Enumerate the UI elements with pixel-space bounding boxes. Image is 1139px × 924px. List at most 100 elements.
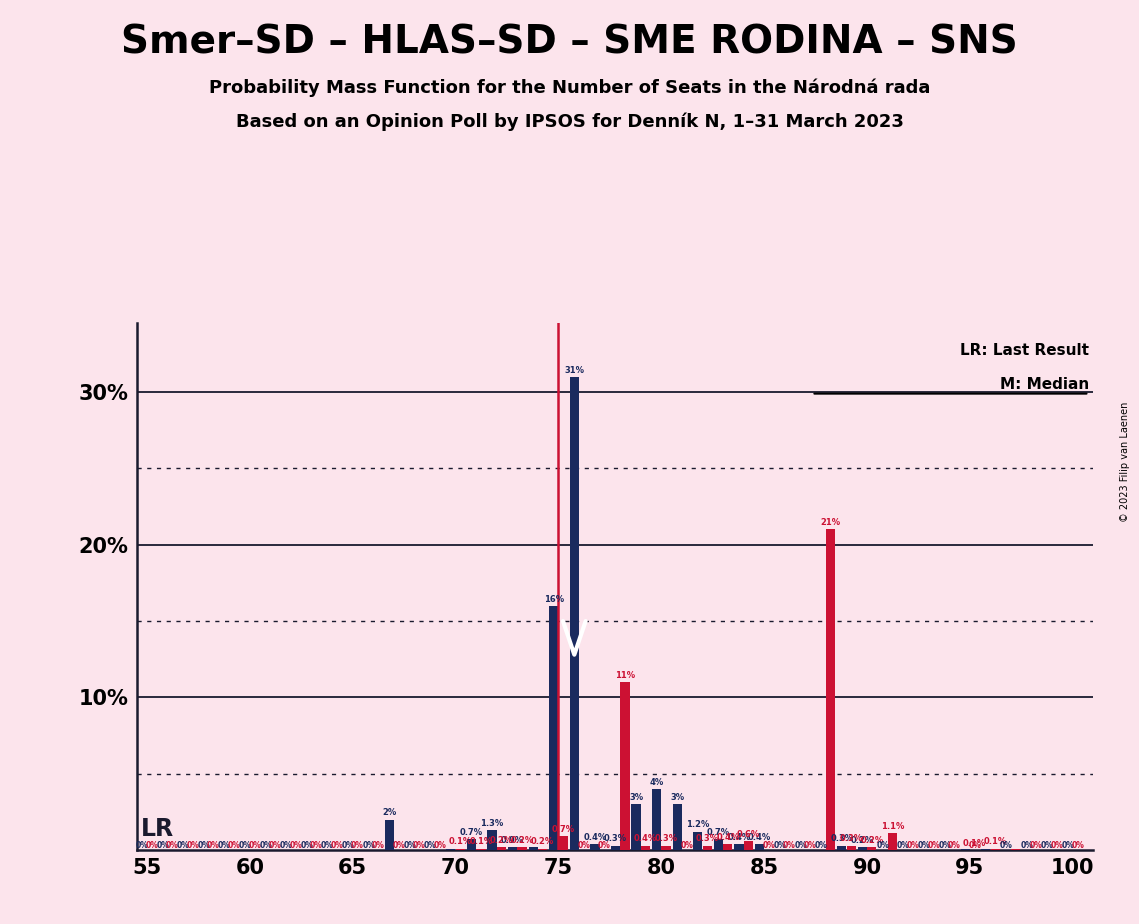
Text: 3%: 3% bbox=[670, 793, 685, 802]
Text: 0.3%: 0.3% bbox=[839, 834, 863, 844]
Text: 0%: 0% bbox=[321, 841, 334, 850]
Text: 0%: 0% bbox=[877, 841, 890, 850]
Text: 0%: 0% bbox=[207, 841, 220, 850]
Text: 0%: 0% bbox=[280, 841, 293, 850]
Text: 0%: 0% bbox=[1062, 841, 1074, 850]
Bar bbox=[549, 606, 558, 850]
Bar bbox=[487, 831, 497, 850]
Text: 0.2%: 0.2% bbox=[851, 835, 874, 845]
Text: 0%: 0% bbox=[907, 841, 919, 850]
Bar bbox=[456, 848, 465, 850]
Bar bbox=[611, 845, 620, 850]
Text: 16%: 16% bbox=[543, 594, 564, 603]
Text: 0.1%: 0.1% bbox=[449, 837, 472, 846]
Text: Smer–SD – HLAS–SD – SME RODINA – SNS: Smer–SD – HLAS–SD – SME RODINA – SNS bbox=[121, 23, 1018, 61]
Bar bbox=[621, 682, 630, 850]
Text: 0%: 0% bbox=[598, 841, 611, 850]
Text: 0%: 0% bbox=[310, 841, 322, 850]
Text: 2%: 2% bbox=[382, 808, 396, 817]
Bar bbox=[652, 789, 662, 850]
Text: 0.7%: 0.7% bbox=[551, 825, 575, 834]
Bar bbox=[887, 833, 898, 850]
Text: Based on an Opinion Poll by IPSOS for Denník N, 1–31 March 2023: Based on an Opinion Poll by IPSOS for De… bbox=[236, 113, 903, 131]
Text: 0%: 0% bbox=[927, 841, 940, 850]
Bar bbox=[570, 377, 579, 850]
Text: 0%: 0% bbox=[412, 841, 426, 850]
Text: 4%: 4% bbox=[649, 778, 664, 786]
Bar bbox=[467, 839, 476, 850]
Text: 0%: 0% bbox=[166, 841, 179, 850]
Text: 0.1%: 0.1% bbox=[984, 837, 1007, 846]
Bar bbox=[714, 839, 723, 850]
Text: 11%: 11% bbox=[615, 671, 636, 680]
Text: 0%: 0% bbox=[1030, 841, 1043, 850]
Bar bbox=[446, 848, 456, 850]
Bar bbox=[476, 848, 485, 850]
Text: 0%: 0% bbox=[804, 841, 817, 850]
Text: 0.3%: 0.3% bbox=[655, 834, 678, 844]
Text: 31%: 31% bbox=[564, 366, 584, 374]
Text: 21%: 21% bbox=[820, 518, 841, 528]
Text: 0%: 0% bbox=[136, 841, 149, 850]
Bar bbox=[538, 848, 547, 850]
Text: 0%: 0% bbox=[248, 841, 261, 850]
Text: 0%: 0% bbox=[362, 841, 375, 850]
Text: 0%: 0% bbox=[228, 841, 240, 850]
Bar bbox=[641, 845, 650, 850]
Text: 0%: 0% bbox=[289, 841, 302, 850]
Text: 0.4%: 0.4% bbox=[583, 833, 607, 842]
Text: 3%: 3% bbox=[629, 793, 644, 802]
Text: 0%: 0% bbox=[197, 841, 211, 850]
Text: 0%: 0% bbox=[146, 841, 158, 850]
Text: 0%: 0% bbox=[1071, 841, 1084, 850]
Text: 0%: 0% bbox=[156, 841, 170, 850]
Text: 0%: 0% bbox=[260, 841, 272, 850]
Bar bbox=[991, 848, 1000, 850]
Bar bbox=[735, 844, 744, 850]
Text: 0%: 0% bbox=[424, 841, 436, 850]
Text: 0.2%: 0.2% bbox=[531, 837, 555, 846]
Bar bbox=[517, 847, 526, 850]
Text: 1.1%: 1.1% bbox=[880, 822, 904, 831]
Text: 0%: 0% bbox=[577, 841, 590, 850]
Text: 0%: 0% bbox=[1021, 841, 1033, 850]
Text: 0%: 0% bbox=[433, 841, 446, 850]
Text: 0%: 0% bbox=[342, 841, 354, 850]
Bar bbox=[631, 804, 640, 850]
Text: 0%: 0% bbox=[269, 841, 281, 850]
Bar bbox=[694, 832, 703, 850]
Bar bbox=[837, 845, 846, 850]
Text: 0.3%: 0.3% bbox=[696, 834, 719, 844]
Text: 0.3%: 0.3% bbox=[604, 834, 628, 844]
Text: LR: Last Result: LR: Last Result bbox=[960, 343, 1089, 359]
Text: 0%: 0% bbox=[968, 841, 981, 850]
Bar bbox=[497, 847, 506, 850]
Text: M: Median: M: Median bbox=[1000, 377, 1089, 392]
Text: 0%: 0% bbox=[918, 841, 931, 850]
Bar bbox=[755, 844, 764, 850]
Text: 0.3%: 0.3% bbox=[830, 834, 853, 844]
Text: 0.4%: 0.4% bbox=[728, 833, 751, 842]
Text: 0.4%: 0.4% bbox=[716, 833, 739, 842]
Text: 0.4%: 0.4% bbox=[748, 833, 771, 842]
Text: 0%: 0% bbox=[680, 841, 694, 850]
Text: 0.7%: 0.7% bbox=[460, 828, 483, 837]
Text: 0%: 0% bbox=[762, 841, 776, 850]
Text: 0%: 0% bbox=[371, 841, 385, 850]
Bar bbox=[846, 845, 855, 850]
Bar bbox=[981, 848, 991, 850]
Text: 0%: 0% bbox=[898, 841, 910, 850]
Text: 0%: 0% bbox=[1050, 841, 1064, 850]
Text: 0%: 0% bbox=[187, 841, 199, 850]
Text: 0%: 0% bbox=[239, 841, 252, 850]
Text: 0%: 0% bbox=[1000, 841, 1013, 850]
Text: 0.1%: 0.1% bbox=[964, 839, 986, 848]
Text: 0%: 0% bbox=[1041, 841, 1054, 850]
Text: 0%: 0% bbox=[773, 841, 787, 850]
Text: 0.9%: 0.9% bbox=[501, 835, 524, 845]
Text: 0%: 0% bbox=[403, 841, 416, 850]
Text: 0%: 0% bbox=[794, 841, 808, 850]
Bar bbox=[960, 848, 970, 850]
Text: 0%: 0% bbox=[814, 841, 828, 850]
Text: 0.2%: 0.2% bbox=[860, 835, 884, 845]
